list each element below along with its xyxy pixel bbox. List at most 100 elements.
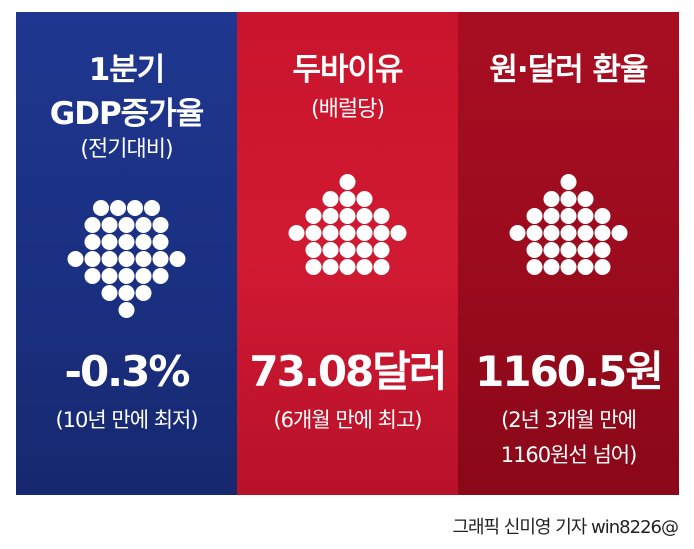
arrow-dot	[509, 225, 526, 241]
panel-note-line-1: (2년 3개월 만에	[501, 408, 637, 432]
arrow-dot	[305, 225, 322, 241]
arrow-dot	[322, 191, 339, 207]
arrow-dot	[101, 217, 118, 233]
arrow-dot	[101, 285, 118, 301]
arrow-dot	[356, 225, 373, 241]
arrow-dot	[339, 191, 356, 207]
arrow-dot	[118, 251, 135, 267]
up-arrow-icon	[288, 174, 407, 275]
arrow-dot	[577, 259, 594, 275]
arrow-dot	[135, 285, 152, 301]
panel-title-line-2: GDP증가율	[49, 96, 204, 132]
arrow-dot	[356, 208, 373, 224]
arrow-dot	[373, 208, 390, 224]
arrow-dot	[339, 208, 356, 224]
arrow-dot	[135, 217, 152, 233]
arrow-dot	[356, 191, 373, 207]
arrow-dot	[594, 225, 611, 241]
arrow-dot	[373, 225, 390, 241]
arrow-dot	[577, 242, 594, 258]
arrow-dot	[322, 242, 339, 258]
arrow-dot	[339, 225, 356, 241]
panel-value: 1160.5원	[475, 347, 664, 396]
arrow-dot	[373, 242, 390, 258]
panel-dubai-oil: 두바이유 (배럴당) 73.08달러 (6개월 만에 최고)	[237, 12, 458, 495]
up-arrow-icon	[509, 174, 628, 275]
arrow-dot	[526, 208, 543, 224]
arrow-dot	[356, 242, 373, 258]
arrow-dot	[144, 200, 160, 216]
arrow-dot	[577, 191, 594, 207]
panel-exchange-rate: 원·달러 환율 1160.5원 (2년 3개월 만에 1160원선 넘어)	[458, 12, 679, 495]
arrow-dot	[560, 259, 577, 275]
arrow-dot	[339, 174, 356, 190]
arrow-dot	[118, 234, 135, 250]
arrow-dot	[135, 268, 152, 284]
arrow-dot	[118, 302, 135, 318]
panel-title-line-1: 두바이유	[292, 52, 403, 88]
arrow-dot	[288, 225, 305, 241]
panel-note-line-1: (6개월 만에 최고)	[273, 408, 422, 432]
arrow-dot	[152, 268, 169, 284]
arrow-dot	[356, 259, 373, 275]
arrow-dot	[543, 208, 560, 224]
panel-subtitle: (배럴당)	[311, 97, 385, 122]
arrow-dot	[322, 259, 339, 275]
arrow-dot	[67, 251, 84, 267]
arrow-dot	[84, 251, 101, 267]
panel-gdp: 1분기 GDP증가율 (전기대비) -0.3% (10년 만에 최저)	[16, 12, 237, 495]
arrow-dot	[543, 259, 560, 275]
arrow-dot	[84, 217, 101, 233]
arrow-dot	[322, 225, 339, 241]
arrow-dot	[577, 208, 594, 224]
arrow-dot	[135, 234, 152, 250]
arrow-dot	[560, 208, 577, 224]
arrow-dot	[526, 225, 543, 241]
arrow-dot	[526, 242, 543, 258]
arrow-dot	[127, 200, 143, 216]
arrow-dot	[543, 225, 560, 241]
panel-title-line-1: 1분기	[88, 52, 166, 88]
arrow-dot	[305, 259, 322, 275]
arrow-dot	[560, 225, 577, 241]
arrow-dot	[152, 217, 169, 233]
arrow-dot	[560, 191, 577, 207]
arrow-dot	[543, 242, 560, 258]
arrow-dot	[110, 200, 126, 216]
arrow-dot	[373, 259, 390, 275]
arrow-dot	[560, 174, 577, 190]
arrow-dot	[594, 242, 611, 258]
arrow-dot	[84, 234, 101, 250]
arrow-dot	[84, 268, 101, 284]
arrow-dot	[543, 191, 560, 207]
arrow-dot	[101, 268, 118, 284]
arrow-dot	[305, 242, 322, 258]
arrow-dot	[118, 268, 135, 284]
arrow-dot	[118, 285, 135, 301]
arrow-dot	[577, 225, 594, 241]
panel-note-line-1: (10년 만에 최저)	[55, 408, 198, 432]
arrow-dot	[339, 242, 356, 258]
arrow-dot	[118, 217, 135, 233]
arrow-dot	[390, 225, 407, 241]
arrow-dot	[305, 208, 322, 224]
down-arrow-icon	[67, 200, 186, 318]
arrow-dot	[101, 234, 118, 250]
panel-value: -0.3%	[64, 347, 191, 396]
panel-title-line-1: 원·달러 환율	[489, 52, 648, 88]
arrow-dot	[101, 251, 118, 267]
arrow-dot	[322, 208, 339, 224]
graphic-credit: 그래픽 신미영 기자 win8226@	[452, 517, 679, 538]
arrow-dot	[594, 259, 611, 275]
arrow-dot	[169, 251, 186, 267]
panel-subtitle: (전기대비)	[80, 137, 173, 162]
panel-note-line-2: 1160원선 넘어)	[500, 443, 638, 467]
arrow-dot	[526, 259, 543, 275]
arrow-dot	[152, 234, 169, 250]
arrow-dot	[93, 200, 109, 216]
arrow-dot	[152, 251, 169, 267]
arrow-dot	[135, 251, 152, 267]
arrow-dot	[594, 208, 611, 224]
arrow-dot	[560, 242, 577, 258]
panel-value: 73.08달러	[249, 347, 447, 396]
